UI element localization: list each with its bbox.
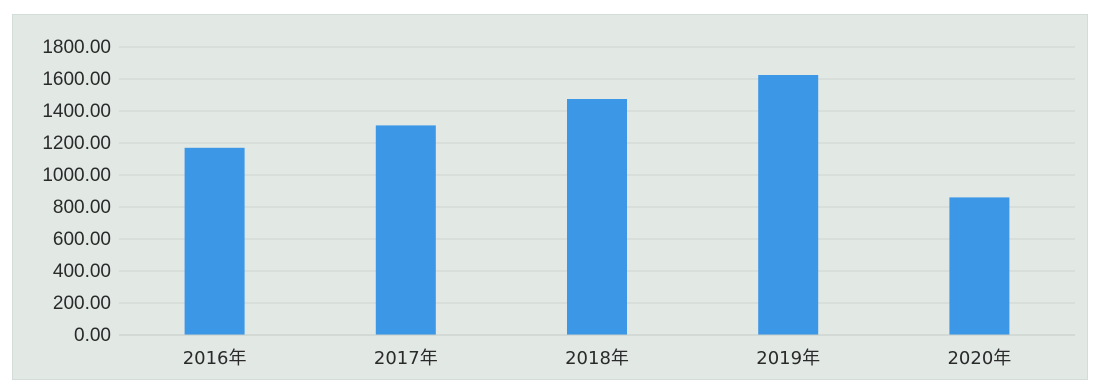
y-tick-label: 0.00 [74, 325, 111, 346]
y-tick-label: 600.00 [53, 229, 111, 250]
x-tick-label: 2019年 [756, 348, 820, 369]
x-axis: 2016年 2017年 2018年 2019年 2020年 [119, 334, 1075, 369]
bars [184, 75, 1010, 336]
bar-2017年 [375, 125, 436, 336]
x-tick-label: 2018年 [565, 348, 629, 369]
y-tick-label: 1800.00 [42, 37, 111, 58]
bar-2019年 [758, 75, 819, 335]
x-tick-label: 2017年 [374, 348, 438, 369]
bar-2016年 [184, 147, 245, 335]
bar-chart: 0.00 200.00 400.00 600.00 800.00 1000.00 1200.… [12, 14, 1088, 380]
y-tick-label: 1600.00 [42, 69, 111, 90]
y-tick-label: 800.00 [53, 197, 111, 218]
x-tick-label: 2016年 [183, 348, 247, 369]
y-axis: 0.00 200.00 400.00 600.00 800.00 1000.00 1200.… [42, 37, 111, 346]
bar-2018年 [567, 99, 627, 335]
chart-canvas: 0.00 200.00 400.00 600.00 800.00 1000.00 1200.… [42, 37, 1075, 369]
y-tick-label: 1200.00 [42, 133, 111, 154]
x-tick-label: 2020年 [947, 348, 1011, 369]
y-tick-label: 400.00 [53, 261, 111, 282]
y-tick-label: 1000.00 [42, 165, 111, 186]
bar-2020年 [949, 197, 1010, 335]
y-tick-label: 200.00 [53, 293, 111, 314]
y-tick-label: 1400.00 [42, 101, 111, 122]
